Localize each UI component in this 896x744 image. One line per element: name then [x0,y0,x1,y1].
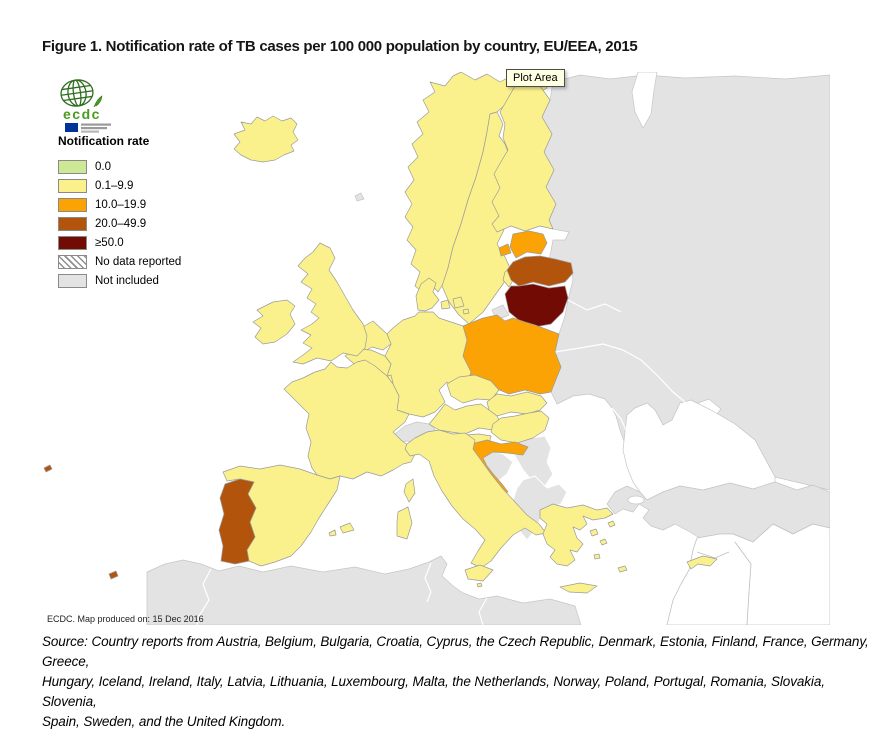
russia-belarus-border [567,299,622,313]
legend-label: 20.0–49.9 [95,217,147,230]
country-ireland [252,299,296,345]
eu-flag-icon [65,123,78,132]
legend-swatch-dark-orange [58,216,87,231]
country-cyprus [686,555,718,570]
country-greece [539,503,614,567]
white-sea [631,72,658,129]
legend-item-2: 10.0–19.9 [58,195,228,214]
europe-choropleth-map[interactable]: ecdc Notification rate 0.0 0.1–9.9 10.0–… [35,72,830,625]
ecdc-logo: ecdc [55,77,145,133]
island-ibiza [328,529,337,537]
country-united-kingdom [292,242,368,365]
legend-label: ≥50.0 [95,236,124,249]
legend-label: No data reported [95,255,182,268]
island-aegean-1 [589,528,599,537]
plot-area-tooltip: Plot Area [506,69,565,87]
country-iceland [233,115,299,163]
legend-label: 0.0 [95,160,111,173]
legend-swatch-dark-red [58,235,87,250]
legend-swatch-yellow [58,178,87,193]
legend-item-5: No data reported [58,252,228,271]
country-malta [476,582,483,588]
middle-east-border-line-2 [696,551,730,559]
legend-item-3: 20.0–49.9 [58,214,228,233]
island-crete [559,582,598,594]
figure-title: Figure 1. Notification rate of TB cases … [42,38,638,55]
source-line-1: Source: Country reports from Austria, Be… [42,634,869,669]
country-denmark [415,277,440,312]
africa-border-line-3 [478,597,488,625]
legend-swatch-orange [58,197,87,212]
logo-text-bar-2 [81,127,107,130]
legend-item-0: 0.0 [58,157,228,176]
russia-ukraine-border [622,349,686,403]
island-bornholm [462,308,470,315]
ecdc-wordmark: ecdc [63,106,101,122]
map-canvas [43,72,830,625]
legend-swatch-gray [58,273,87,288]
legend-item-4: ≥50.0 [58,233,228,252]
country-latvia [506,255,574,287]
source-line-2: Hungary, Iceland, Ireland, Italy, Latvia… [42,674,825,709]
belarus-ukraine-border [554,343,624,353]
country-portugal [218,478,257,565]
island-saaremaa [498,243,512,257]
region-north-africa [146,555,582,625]
sea-of-marmara [627,495,645,505]
map-legend: Notification rate 0.0 0.1–9.9 10.0–19.9 … [58,134,228,290]
map-production-note: ECDC. Map produced on: 15 Dec 2016 [47,614,204,624]
middle-east-border-line [734,541,752,625]
legend-item-1: 0.1–9.9 [58,176,228,195]
logo-text-bar-3 [81,130,99,133]
legend-swatch-hatch [58,254,87,269]
source-line-3: Spain, Sweden, and the United Kingdom. [42,714,286,729]
island-azores [43,464,53,473]
middle-east-land [666,523,830,625]
legend-title: Notification rate [58,134,150,148]
legend-label: 10.0–19.9 [95,198,147,211]
island-funen [440,299,451,310]
island-aegean-3 [593,553,601,560]
legend-item-6: Not included [58,271,228,290]
country-czech-republic [446,374,500,404]
island-aegean-4 [607,520,616,528]
country-estonia [509,230,548,259]
country-finland [491,79,557,233]
sprout-icon [93,95,103,108]
africa-border-line-1 [196,568,212,625]
country-italy [404,429,547,569]
island-mallorca [339,522,355,534]
island-aegean-2 [599,538,608,546]
legend-swatch-green [58,159,87,174]
country-austria [428,403,502,435]
ecdc-logo-graphic: ecdc [60,79,111,133]
country-hungary [490,410,550,444]
island-rhodes [617,565,628,573]
africa-border-line-2 [424,562,432,603]
moldova-border [611,407,628,433]
region-faroe-islands [354,192,365,202]
island-zealand [452,296,465,309]
legend-label: Not included [95,274,159,287]
island-corsica [403,478,416,503]
legend-label: 0.1–9.9 [95,179,134,192]
logo-text-bar-1 [81,123,111,126]
island-sicily [464,564,494,582]
island-madeira [108,570,119,580]
island-sardinia [396,506,413,540]
source-caption: Source: Country reports from Austria, Be… [42,632,878,732]
globe-icon [60,79,94,107]
